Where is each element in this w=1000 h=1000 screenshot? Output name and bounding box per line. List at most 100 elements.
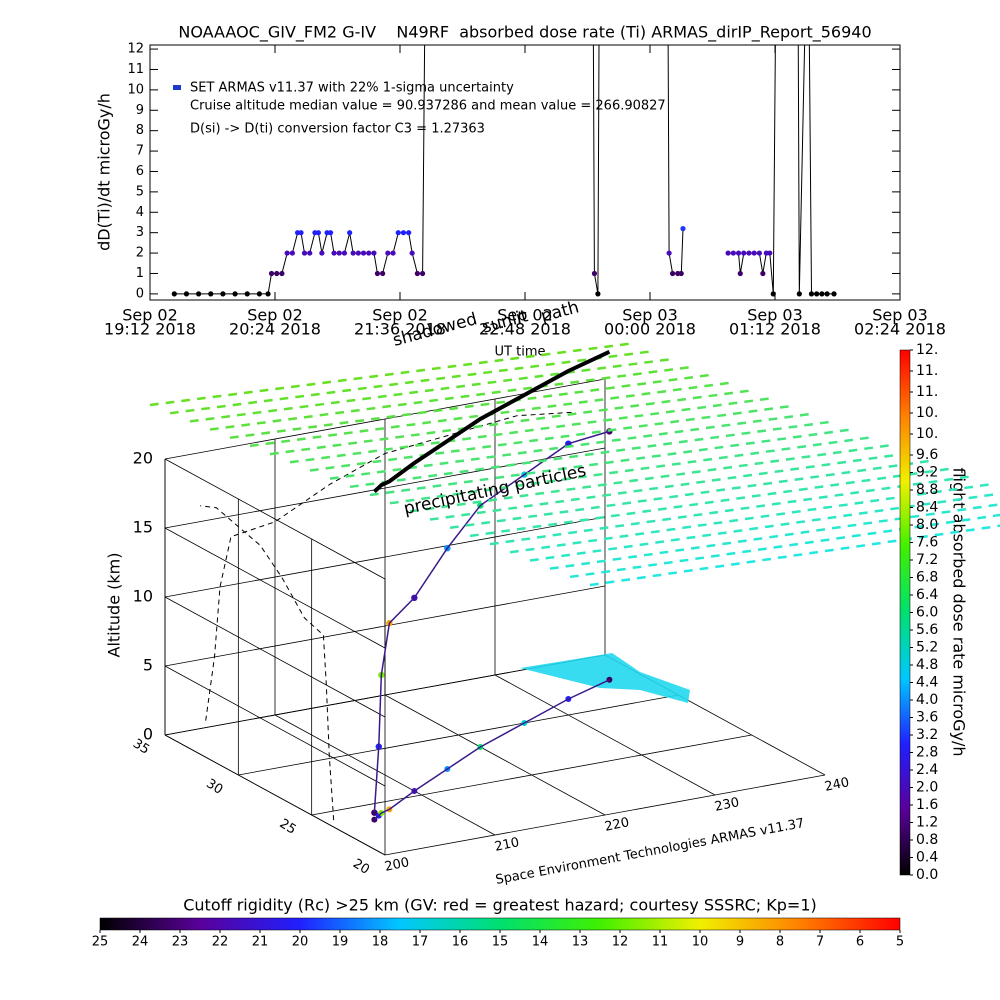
y-tick-label: 5 <box>136 184 144 199</box>
particle-dash <box>353 376 363 381</box>
data-point <box>289 250 295 256</box>
particle-dash <box>556 543 566 547</box>
particle-dash <box>636 575 646 580</box>
data-point <box>409 250 415 256</box>
particle-dash <box>679 558 689 563</box>
data-point <box>366 250 372 256</box>
particle-dash <box>630 404 640 408</box>
particle-dash <box>924 469 934 474</box>
particle-dash <box>547 404 557 408</box>
particle-dash <box>309 468 319 472</box>
particle-dash <box>420 378 430 383</box>
z-tick-label: 10 <box>133 587 153 606</box>
particle-dash <box>423 463 433 468</box>
particle-dash <box>625 394 635 398</box>
y-tick-label: 6 <box>136 164 144 179</box>
particle-dash <box>859 436 869 441</box>
particle-dash <box>548 522 558 527</box>
particle-dash <box>562 477 572 481</box>
particle-dash <box>765 449 775 453</box>
particle-dash <box>577 475 587 479</box>
particle-dash <box>651 454 661 458</box>
x-tick-label: 02:24 2018 <box>854 320 946 339</box>
particle-dash <box>660 474 670 479</box>
particle-dash <box>751 494 761 498</box>
particle-dash <box>516 526 526 531</box>
data-point <box>419 270 426 277</box>
data-point <box>315 230 322 236</box>
lat-tick-label: 25 <box>277 816 299 837</box>
data-point <box>390 250 396 256</box>
particle-dash <box>884 454 894 458</box>
colorbar-tick-label: 3.6 <box>916 710 938 726</box>
particle-dash <box>563 402 573 406</box>
particle-dash <box>910 514 920 519</box>
particle-dash <box>810 475 820 479</box>
particle-dash <box>857 468 867 473</box>
particle-dash <box>645 402 655 406</box>
data-point <box>666 250 672 256</box>
particle-dash <box>617 374 627 378</box>
colorbar-tick-label: 11. <box>916 384 938 400</box>
particle-dash <box>997 524 1000 528</box>
data-point <box>347 230 353 236</box>
particle-dash <box>424 388 434 393</box>
particle-dash <box>700 490 710 495</box>
particle-dash <box>852 458 862 463</box>
particle-dash <box>878 519 888 523</box>
colorbar-tick-label: 11. <box>916 363 938 379</box>
particle-dash <box>332 443 342 448</box>
y-tick-label: 4 <box>136 205 144 220</box>
particle-dash <box>977 515 987 520</box>
particle-dash <box>688 385 698 390</box>
particle-dash <box>594 398 604 402</box>
data-point <box>824 291 830 297</box>
particle-dash <box>819 420 829 425</box>
particle-dash <box>686 535 696 540</box>
particle-dash <box>791 510 801 514</box>
particle-dash <box>808 432 818 437</box>
particle-dash <box>979 483 989 487</box>
particle-dash <box>622 501 632 505</box>
particle-dash <box>509 549 519 554</box>
particle-dash <box>400 370 410 375</box>
particle-dash <box>682 525 692 530</box>
particle-dash <box>812 442 822 447</box>
particle-dash <box>828 440 838 445</box>
particle-dash <box>959 475 969 480</box>
particle-dash <box>588 538 598 543</box>
data-point <box>196 291 202 297</box>
colorbar-label: flight absorbed dose rate microGy/h <box>950 467 969 756</box>
data-point <box>341 250 348 256</box>
particle-dash <box>543 512 553 516</box>
particle-dash <box>717 413 727 418</box>
particle-dash <box>675 548 685 552</box>
particle-dash <box>890 506 900 511</box>
particle-dash <box>365 482 375 486</box>
particle-dash <box>326 390 336 395</box>
particle-dash <box>678 439 688 444</box>
particle-dash <box>506 463 516 467</box>
particle-dash <box>640 466 650 471</box>
lon-tick-label: 230 <box>713 795 740 815</box>
particle-dash <box>417 410 427 415</box>
particle-dash <box>647 444 657 448</box>
particle-dash <box>832 450 842 455</box>
x-tick-label: 20:24 2018 <box>229 320 321 339</box>
colorbar-tick-label: 9 <box>736 935 744 950</box>
particle-dash <box>934 532 944 537</box>
particle-dash <box>730 562 740 566</box>
particle-dash <box>572 541 582 545</box>
particle-dash <box>479 477 489 482</box>
data-point <box>183 291 190 297</box>
particle-dash <box>268 408 278 413</box>
particle-dash <box>329 476 339 480</box>
particle-dash <box>799 413 809 417</box>
particle-dash <box>377 394 387 399</box>
particle-dash <box>425 506 435 511</box>
particle-dash <box>637 499 647 503</box>
particle-dash <box>572 348 582 353</box>
particle-dash <box>948 487 958 492</box>
particle-dash <box>441 504 451 509</box>
particle-dash <box>404 380 414 385</box>
